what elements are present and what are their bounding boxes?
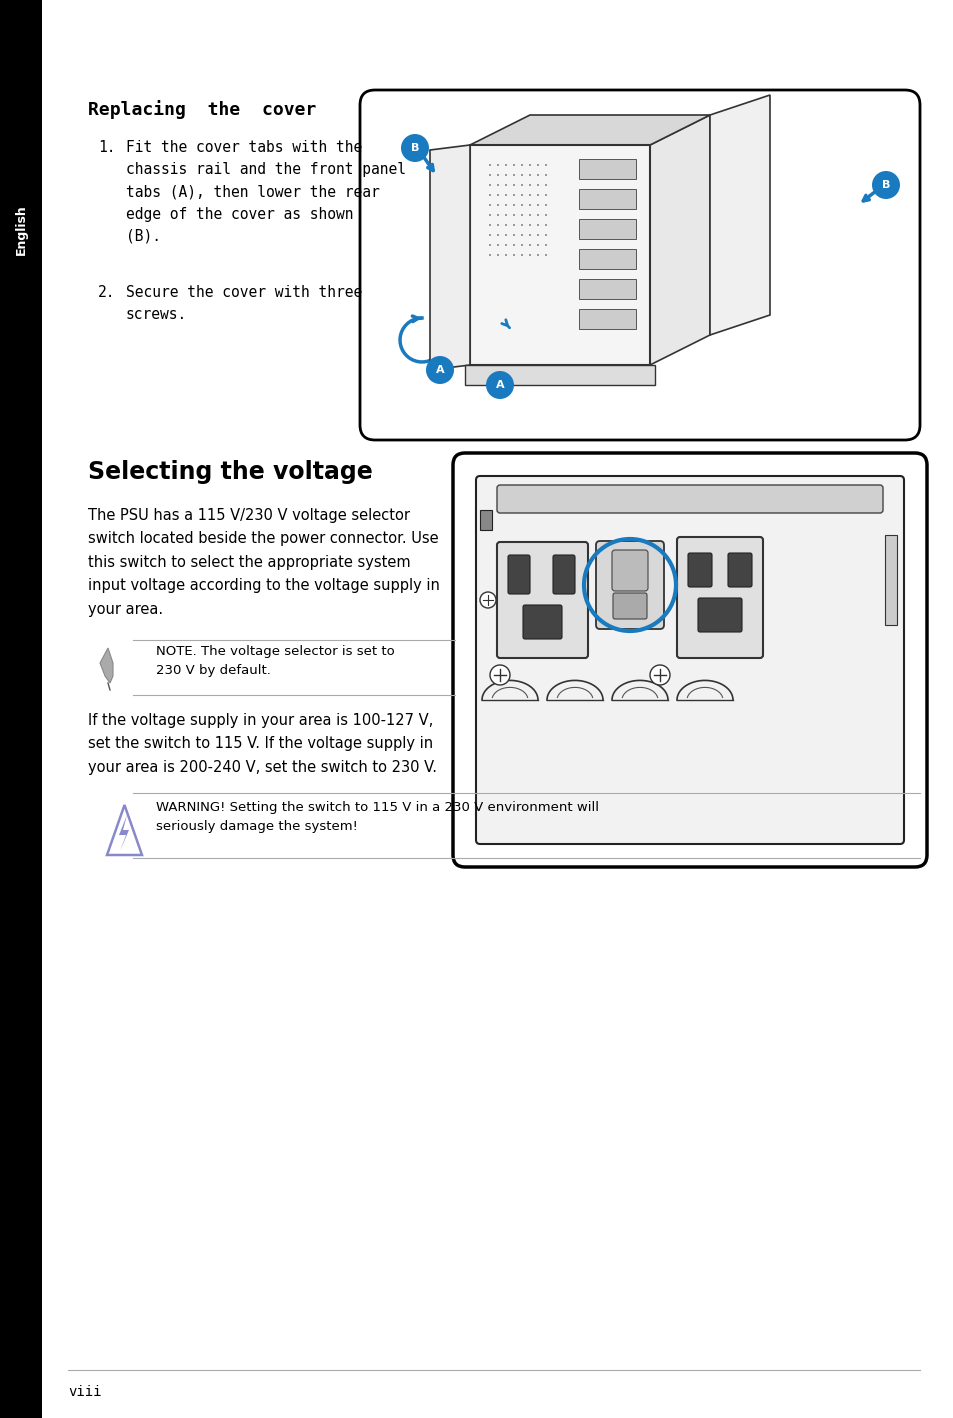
FancyBboxPatch shape [507,554,530,594]
FancyBboxPatch shape [522,605,561,640]
Text: Fit the cover tabs with the
chassis rail and the front panel
tabs (A), then lowe: Fit the cover tabs with the chassis rail… [126,140,406,244]
FancyBboxPatch shape [464,364,655,386]
FancyBboxPatch shape [479,510,492,530]
Polygon shape [709,95,769,335]
Text: A: A [496,380,504,390]
FancyBboxPatch shape [612,550,647,591]
Text: The PSU has a 115 V/230 V voltage selector
switch located beside the power conne: The PSU has a 115 V/230 V voltage select… [88,508,439,617]
FancyBboxPatch shape [553,554,575,594]
Circle shape [479,591,496,608]
FancyBboxPatch shape [884,535,896,625]
Text: B: B [881,180,889,190]
Text: Selecting the voltage: Selecting the voltage [88,459,373,484]
Circle shape [426,356,454,384]
FancyBboxPatch shape [578,250,636,269]
Text: English: English [14,204,28,255]
Text: B: B [411,143,418,153]
FancyBboxPatch shape [578,279,636,299]
Text: WARNING! Setting the switch to 115 V in a 230 V environment will
seriously damag: WARNING! Setting the switch to 115 V in … [156,801,598,832]
FancyBboxPatch shape [698,598,741,632]
FancyBboxPatch shape [727,553,751,587]
FancyBboxPatch shape [677,537,762,658]
FancyBboxPatch shape [359,89,919,440]
FancyBboxPatch shape [578,189,636,208]
Text: 1.: 1. [98,140,115,155]
Circle shape [871,172,899,199]
FancyBboxPatch shape [0,0,42,1418]
FancyBboxPatch shape [613,593,646,620]
Polygon shape [119,815,129,851]
FancyBboxPatch shape [596,542,663,630]
FancyBboxPatch shape [578,218,636,240]
Text: 2.: 2. [98,285,115,301]
FancyBboxPatch shape [578,159,636,179]
Text: Secure the cover with three
screws.: Secure the cover with three screws. [126,285,362,322]
Text: viii: viii [68,1385,101,1400]
FancyBboxPatch shape [476,476,903,844]
FancyBboxPatch shape [497,542,587,658]
FancyBboxPatch shape [453,452,926,866]
Circle shape [490,665,510,685]
Polygon shape [470,115,709,145]
FancyBboxPatch shape [687,553,711,587]
Text: Replacing  the  cover: Replacing the cover [88,101,316,119]
Polygon shape [100,648,112,683]
Polygon shape [430,145,470,370]
Circle shape [485,372,514,398]
Text: A: A [436,364,444,374]
FancyBboxPatch shape [470,145,649,364]
Polygon shape [649,115,709,364]
FancyBboxPatch shape [578,309,636,329]
Text: NOTE. The voltage selector is set to
230 V by default.: NOTE. The voltage selector is set to 230… [156,645,395,676]
FancyBboxPatch shape [497,485,882,513]
Polygon shape [107,805,142,855]
Circle shape [649,665,669,685]
Text: If the voltage supply in your area is 100-127 V,
set the switch to 115 V. If the: If the voltage supply in your area is 10… [88,713,436,774]
Circle shape [400,133,429,162]
